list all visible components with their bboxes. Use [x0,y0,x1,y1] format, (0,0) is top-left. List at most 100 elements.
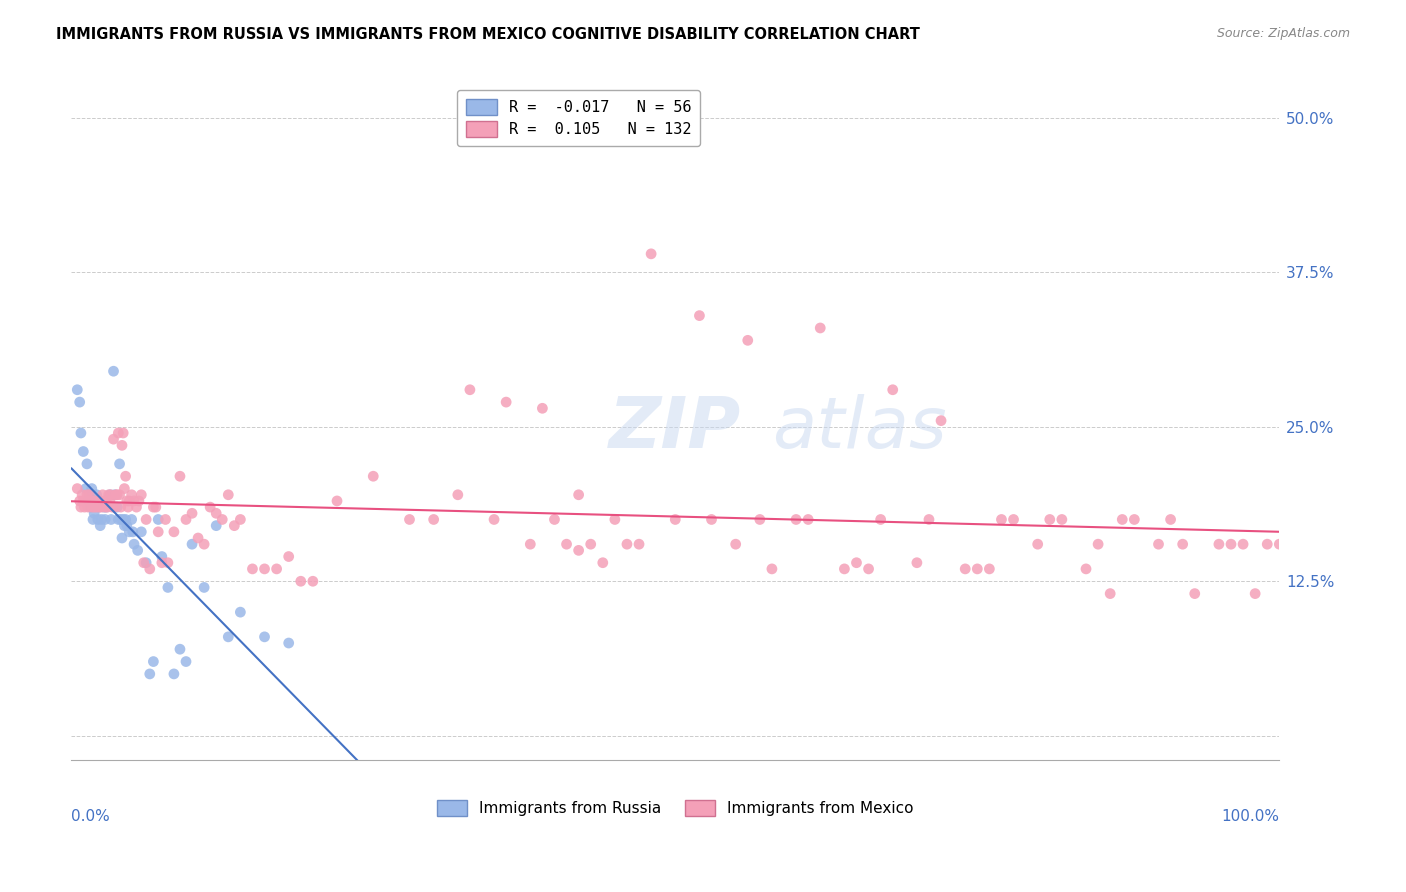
Point [458,383,481,397]
Point [98,488,121,502]
Point [90,512,112,526]
Point [277,636,299,650]
Point [70,500,93,515]
Point [87,512,110,526]
Point [1099,586,1122,600]
Point [1268,537,1291,551]
Point [785,512,807,526]
Point [83,500,105,515]
Point [70,488,93,502]
Point [761,562,783,576]
Point [882,383,904,397]
Point [111,531,134,545]
Point [76,488,98,502]
Point [531,401,554,416]
Point [918,512,941,526]
Point [103,364,125,378]
Point [101,500,124,515]
Point [114,469,136,483]
Point [96,494,118,508]
Point [845,556,868,570]
Point [422,512,444,526]
Point [1220,537,1243,551]
Point [93,500,115,515]
Point [94,512,117,526]
Point [93,494,115,508]
Point [155,512,177,526]
Text: Source: ZipAtlas.com: Source: ZipAtlas.com [1216,27,1350,40]
Point [84,494,107,508]
Point [169,642,191,657]
Point [495,395,517,409]
Point [83,506,105,520]
Point [108,488,131,502]
Point [808,321,831,335]
Text: 0.0%: 0.0% [72,809,110,824]
Point [135,556,157,570]
Point [1039,512,1062,526]
Point [1232,537,1254,551]
Point [131,524,153,539]
Point [198,500,221,515]
Point [111,438,134,452]
Point [174,512,197,526]
Point [290,574,312,589]
Point [104,488,127,502]
Point [132,556,155,570]
Point [568,543,591,558]
Point [148,524,170,539]
Point [1026,537,1049,551]
Point [118,524,141,539]
Point [1111,512,1133,526]
Point [193,537,215,551]
Point [118,494,141,508]
Point [174,655,197,669]
Legend: Immigrants from Russia, Immigrants from Mexico: Immigrants from Russia, Immigrants from … [430,794,920,822]
Point [135,512,157,526]
Point [1184,586,1206,600]
Point [869,512,891,526]
Point [79,494,101,508]
Point [1160,512,1182,526]
Point [398,512,420,526]
Point [277,549,299,564]
Text: atlas: atlas [772,393,946,463]
Point [664,512,686,526]
Point [122,494,145,508]
Point [115,494,138,508]
Point [579,537,602,551]
Point [929,414,952,428]
Point [205,506,228,520]
Point [125,500,148,515]
Point [87,500,110,515]
Point [97,488,120,502]
Point [253,630,276,644]
Point [737,334,759,348]
Point [104,500,127,515]
Point [87,500,110,515]
Point [80,500,103,515]
Point [66,482,89,496]
Point [73,500,96,515]
Point [91,488,114,502]
Point [217,630,239,644]
Point [112,518,135,533]
Point [966,562,988,576]
Point [156,556,179,570]
Point [229,605,252,619]
Point [96,500,118,515]
Point [797,512,820,526]
Point [112,512,135,526]
Point [1244,586,1267,600]
Point [193,581,215,595]
Point [70,425,93,440]
Point [253,562,276,576]
Point [82,512,104,526]
Point [96,500,118,515]
Text: ZIP: ZIP [609,393,741,463]
Point [217,488,239,502]
Point [115,518,138,533]
Point [1208,537,1230,551]
Point [75,494,97,508]
Point [89,518,111,533]
